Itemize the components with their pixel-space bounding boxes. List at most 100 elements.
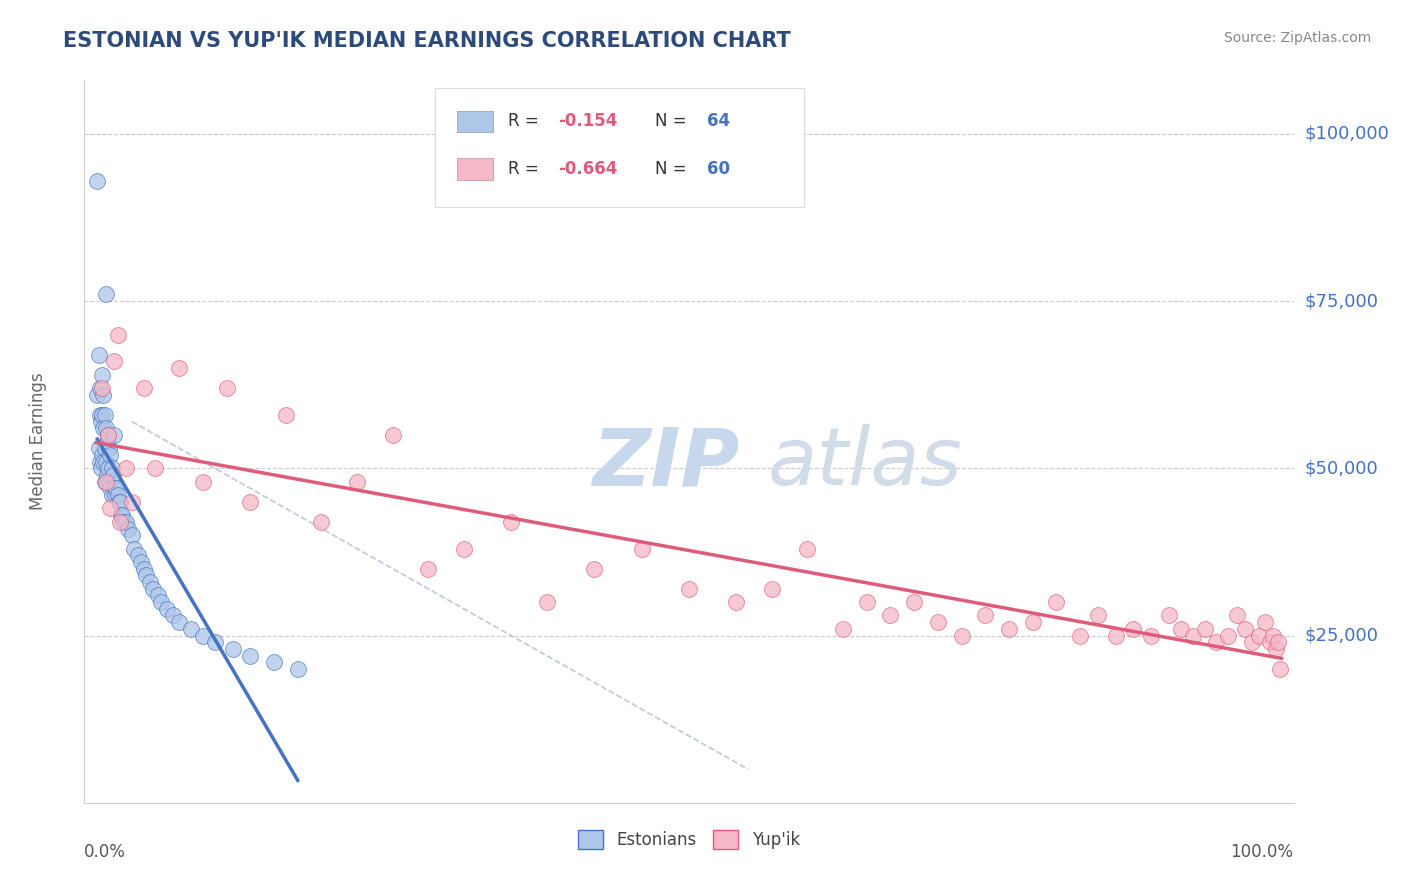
Point xyxy=(927,615,949,630)
Text: R =: R = xyxy=(508,161,544,178)
Point xyxy=(93,408,115,422)
Point xyxy=(974,608,997,623)
Point xyxy=(122,541,145,556)
Point xyxy=(239,494,262,508)
Text: atlas: atlas xyxy=(768,425,962,502)
Text: $50,000: $50,000 xyxy=(1305,459,1378,477)
Point xyxy=(287,662,309,676)
Point xyxy=(239,648,262,663)
Point xyxy=(89,381,111,395)
Point xyxy=(108,494,131,508)
Point xyxy=(91,448,114,462)
Point xyxy=(162,608,184,623)
Point xyxy=(91,408,114,422)
Point xyxy=(138,575,160,590)
Point xyxy=(630,541,652,556)
Point xyxy=(1105,628,1128,642)
Point xyxy=(89,408,111,422)
Text: $25,000: $25,000 xyxy=(1305,626,1379,645)
Point xyxy=(1218,628,1240,642)
Point xyxy=(1240,635,1263,649)
Point xyxy=(1157,608,1180,623)
Point xyxy=(346,475,368,489)
Point xyxy=(180,622,202,636)
Point xyxy=(91,454,114,469)
Text: N =: N = xyxy=(655,112,692,130)
Point xyxy=(761,582,783,596)
Point xyxy=(1258,635,1281,649)
FancyBboxPatch shape xyxy=(457,111,494,132)
Point xyxy=(167,361,190,376)
Point xyxy=(107,494,129,508)
Point xyxy=(1022,615,1045,630)
Point xyxy=(501,515,523,529)
Point xyxy=(1254,615,1277,630)
Point xyxy=(583,562,606,576)
Text: $100,000: $100,000 xyxy=(1305,125,1389,143)
Point xyxy=(111,508,134,523)
Point xyxy=(381,427,404,442)
Point xyxy=(91,368,114,382)
Point xyxy=(1226,608,1249,623)
Point xyxy=(215,381,238,395)
Point xyxy=(86,387,108,401)
Point xyxy=(110,508,132,523)
Point xyxy=(87,441,110,455)
Point xyxy=(100,448,122,462)
Point xyxy=(101,467,124,482)
Text: 100.0%: 100.0% xyxy=(1230,843,1294,861)
Point xyxy=(725,595,748,609)
Text: 64: 64 xyxy=(707,112,730,130)
FancyBboxPatch shape xyxy=(457,158,494,180)
Point xyxy=(146,589,169,603)
Point xyxy=(263,655,285,669)
Point xyxy=(96,467,118,482)
Point xyxy=(536,595,558,609)
Point xyxy=(796,541,818,556)
Point xyxy=(311,515,333,529)
Point xyxy=(86,173,108,188)
Point xyxy=(108,515,131,529)
Point xyxy=(90,414,112,428)
Point xyxy=(93,475,115,489)
Point xyxy=(97,427,120,442)
Text: ZIP: ZIP xyxy=(592,425,740,502)
Point xyxy=(150,595,173,609)
Point xyxy=(274,408,297,422)
Point xyxy=(1194,622,1216,636)
Point xyxy=(1264,642,1286,657)
Point xyxy=(950,628,973,642)
Text: Median Earnings: Median Earnings xyxy=(30,373,48,510)
Point xyxy=(1122,622,1144,636)
Point xyxy=(1263,628,1285,642)
Point xyxy=(87,348,110,362)
Point xyxy=(100,482,122,496)
Point xyxy=(1205,635,1227,649)
Point xyxy=(1045,595,1067,609)
Point xyxy=(832,622,855,636)
Point xyxy=(121,528,143,542)
Point xyxy=(191,628,214,642)
Point xyxy=(204,635,226,649)
Point xyxy=(453,541,475,556)
Point xyxy=(115,461,138,475)
Point xyxy=(103,354,125,368)
Point xyxy=(93,441,115,455)
Point xyxy=(127,548,149,563)
Point xyxy=(103,427,125,442)
Point xyxy=(107,488,129,502)
Text: 60: 60 xyxy=(707,161,730,178)
Point xyxy=(100,488,122,502)
Point xyxy=(1233,622,1256,636)
Point xyxy=(103,482,125,496)
Point xyxy=(100,461,122,475)
Text: R =: R = xyxy=(508,112,544,130)
Point xyxy=(97,427,120,442)
Text: $75,000: $75,000 xyxy=(1305,292,1379,310)
Point xyxy=(97,461,120,475)
Point xyxy=(104,488,127,502)
Point xyxy=(132,381,155,395)
Point xyxy=(91,421,114,435)
Point xyxy=(91,381,114,395)
Point xyxy=(94,475,117,489)
